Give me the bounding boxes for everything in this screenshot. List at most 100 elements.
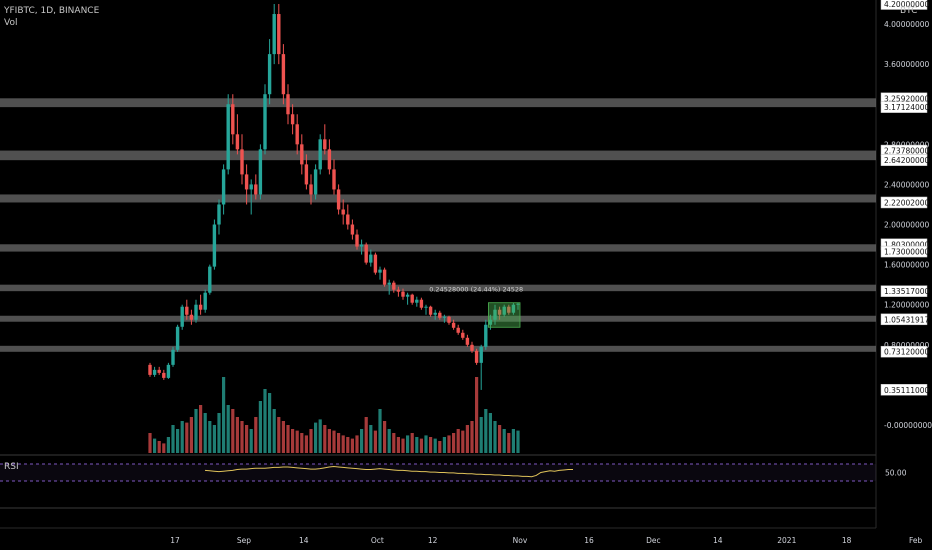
candle-body: [424, 306, 428, 308]
candle-body: [212, 224, 217, 267]
volume-bar: [304, 435, 308, 453]
volume-bar: [162, 443, 166, 453]
volume-bar: [447, 435, 451, 453]
candle-body: [474, 350, 479, 363]
candle-body: [470, 344, 474, 351]
candle-body: [493, 309, 497, 320]
candle-body: [336, 189, 341, 210]
candle-body: [410, 294, 414, 303]
volume-bar: [286, 425, 290, 453]
time-tick-label: 14: [713, 536, 723, 545]
volume-bar: [153, 438, 157, 453]
price-tick-label: 1.20000000: [884, 301, 930, 310]
time-tick-label: 16: [584, 536, 594, 545]
price-tick-label: 0.80000000: [884, 341, 930, 350]
volume-bar: [245, 425, 249, 453]
volume-bar: [332, 430, 336, 453]
volume-bar: [226, 405, 230, 453]
candle-body: [373, 254, 378, 273]
candle-body: [171, 349, 175, 365]
volume-bar: [378, 409, 382, 453]
volume-bar: [461, 430, 465, 453]
candle-body: [396, 289, 401, 292]
volume-bar: [479, 417, 483, 453]
price-label-box: [880, 285, 928, 297]
volume-bar: [291, 429, 295, 453]
volume-bar: [511, 429, 515, 453]
price-tick-label: 2.00000000: [884, 221, 930, 230]
time-tick-label: Dec: [646, 536, 661, 545]
candle-body: [359, 244, 364, 247]
volume-bar: [254, 417, 258, 453]
volume-bar: [369, 425, 373, 453]
volume-bar: [217, 413, 221, 453]
candle-body: [382, 269, 387, 285]
volume-bar: [433, 438, 437, 453]
volume-bar: [199, 405, 203, 453]
price-zone: [0, 315, 876, 322]
rsi-tick-label: 50.00: [885, 469, 907, 478]
candle-body: [392, 282, 396, 290]
volume-bar: [157, 441, 161, 453]
price-zone: [0, 284, 876, 292]
time-tick-label: Oct: [371, 536, 384, 545]
price-label-box: [880, 345, 928, 358]
candle-body: [300, 144, 304, 165]
time-tick-label: 14: [299, 536, 309, 545]
candle-body: [281, 54, 286, 95]
volume-bar: [355, 435, 359, 453]
price-tick-label: 4.00000000: [884, 20, 930, 29]
price-label-box: [880, 101, 928, 113]
volume-bar: [493, 421, 497, 453]
volume-bar: [189, 417, 193, 453]
volume-bar: [231, 409, 235, 453]
volume-bar: [410, 433, 414, 453]
candle-body: [516, 303, 520, 305]
candle-body: [350, 224, 355, 235]
volume-bar: [268, 393, 272, 453]
volume-bar: [272, 409, 276, 453]
candle-body: [502, 306, 506, 315]
volume-bar: [424, 435, 428, 453]
volume-bar: [185, 422, 189, 453]
candle-body: [419, 299, 424, 308]
candle-body: [378, 269, 382, 273]
price-label-box: [880, 154, 928, 166]
price-tick-label: 2.40000000: [884, 180, 930, 189]
price-tick-label: 3.17124000: [884, 103, 930, 112]
price-tick-label: 2.22002000: [884, 198, 930, 207]
volume-bar: [258, 401, 262, 453]
volume-bar: [438, 441, 442, 453]
volume-bar: [475, 377, 479, 453]
measure-box: [487, 302, 521, 328]
candle-body: [318, 139, 322, 170]
candle-body: [166, 364, 171, 378]
candle-body: [194, 304, 198, 320]
candle-body: [148, 364, 152, 375]
price-tick-label: 2.73780000: [884, 147, 930, 156]
volume-bar: [452, 433, 456, 453]
candle-body: [332, 169, 336, 190]
price-tick-label: 3.60000000: [884, 60, 930, 69]
volume-bar: [176, 429, 180, 453]
volume-bar: [166, 437, 170, 453]
price-zone: [0, 345, 876, 352]
candle-body: [461, 332, 465, 338]
volume-bar: [498, 425, 502, 453]
volume-bar: [208, 421, 212, 453]
price-zone: [0, 150, 876, 161]
volume-bar: [263, 389, 267, 453]
volume-bar: [341, 435, 345, 453]
candle-body: [272, 14, 276, 55]
candle-body: [180, 306, 184, 327]
volume-bar: [442, 437, 446, 453]
time-tick-label: Feb: [909, 536, 923, 545]
candle-body: [415, 299, 419, 303]
candle-body: [277, 14, 281, 55]
price-tick-label: 1.05431917: [884, 315, 930, 324]
volume-bar: [516, 430, 520, 453]
price-tick-label: 0.35111000: [884, 386, 930, 395]
candle-body: [456, 327, 460, 333]
price-label-box: [880, 0, 928, 10]
